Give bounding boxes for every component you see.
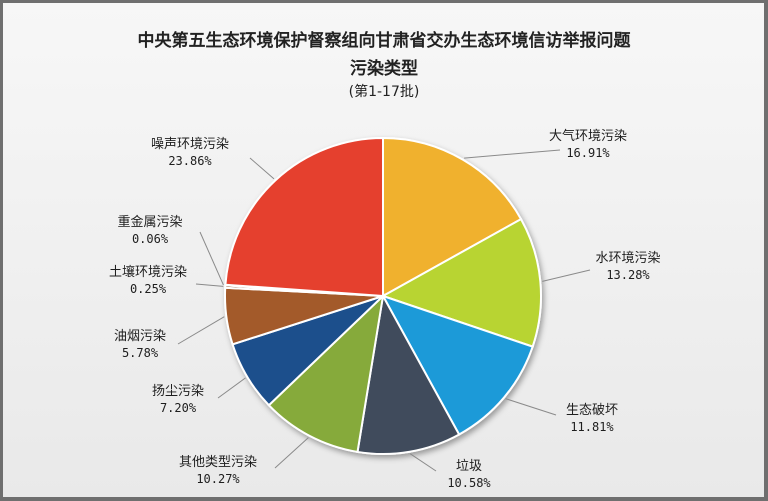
leader-line (409, 453, 437, 472)
slice-value-label: 16.91% (566, 146, 610, 160)
slice-labels: 大气环境污染 16.91% 水环境污染 13.28% 生态破坏 11.81% 垃圾 10.58… (109, 128, 661, 490)
slice-name-label: 重金属污染 (117, 214, 182, 230)
leader-line (177, 316, 225, 345)
slice-name-label: 其他类型污染 (179, 455, 257, 470)
chart-title: 中央第五生态环境保护督察组向甘肃省交办生态环境信访举报问题 (138, 30, 632, 51)
pie-slices (224, 136, 542, 455)
slice-value-label: 13.28% (606, 268, 650, 282)
slice-value-label: 10.58% (447, 476, 491, 490)
slice-name-label: 土壤环境污染 (109, 264, 187, 280)
leader-line (542, 269, 591, 282)
slice-value-label: 0.06% (132, 232, 169, 246)
slice-value-label: 7.20% (160, 401, 197, 415)
pie-slice (380, 294, 534, 436)
slice-value-label: 10.27% (196, 472, 240, 486)
chart-title-line2: 污染类型 (350, 58, 418, 79)
slice-name-label: 油烟污染 (114, 329, 166, 344)
leader-line (217, 377, 246, 399)
slice-value-label: 0.25% (130, 282, 167, 296)
slice-value-label: 11.81% (570, 420, 614, 434)
slice-name-label: 垃圾 (456, 459, 482, 474)
slice-name-label: 噪声环境污染 (151, 137, 229, 152)
leader-line (505, 398, 557, 416)
chart-subtitle: (第1-17批) (349, 83, 420, 100)
slice-value-label: 23.86% (168, 154, 212, 168)
slice-name-label: 扬尘污染 (152, 384, 204, 399)
slice-name-label: 生态破坏 (566, 403, 618, 418)
leader-line (195, 283, 224, 287)
pie-slice (382, 136, 523, 298)
slice-name-label: 大气环境污染 (549, 128, 627, 144)
slice-name-label: 水环境污染 (595, 251, 660, 266)
leader-line (464, 149, 561, 159)
leader-lines (177, 149, 591, 472)
leader-line (274, 437, 309, 469)
pie-slice (224, 136, 384, 298)
leader-line (249, 157, 275, 180)
leader-line (199, 231, 224, 286)
slice-value-label: 5.78% (122, 346, 159, 360)
pie-slice (356, 292, 461, 455)
pie-slice (267, 293, 385, 454)
pie-slice (380, 217, 542, 348)
